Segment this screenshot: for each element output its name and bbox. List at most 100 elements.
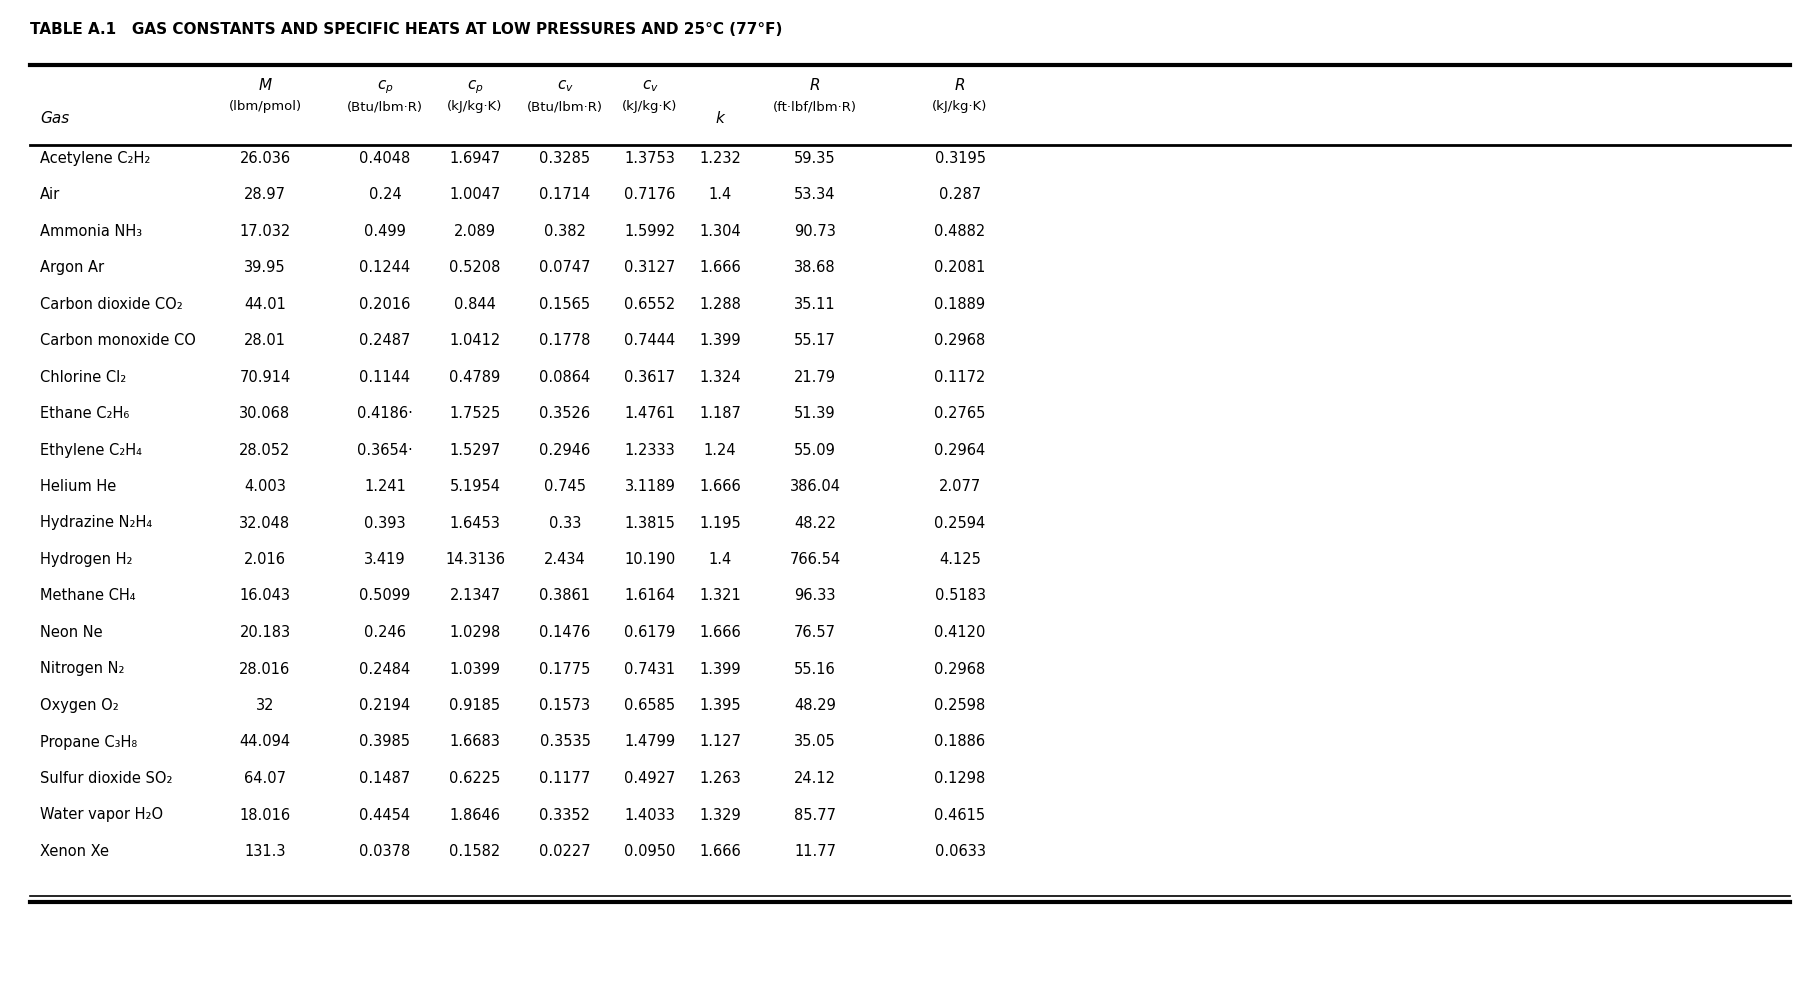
Text: 3.1189: 3.1189 [624,479,675,494]
Text: k: k [715,111,724,126]
Text: $c_p$: $c_p$ [377,78,393,96]
Text: 0.1582: 0.1582 [450,844,501,859]
Text: 0.3985: 0.3985 [360,735,411,749]
Text: 1.329: 1.329 [699,807,741,822]
Text: (kJ/kg·K): (kJ/kg·K) [622,100,677,113]
Text: 1.0399: 1.0399 [450,662,501,677]
Text: 0.1775: 0.1775 [539,662,592,677]
Text: M: M [258,78,271,93]
Text: Hydrogen H₂: Hydrogen H₂ [40,552,133,567]
Text: 0.9185: 0.9185 [450,698,501,713]
Text: 0.7431: 0.7431 [624,662,675,677]
Text: 0.1573: 0.1573 [539,698,590,713]
Text: 38.68: 38.68 [794,260,835,275]
Text: 44.094: 44.094 [240,735,291,749]
Text: 4.003: 4.003 [244,479,286,494]
Text: 0.1886: 0.1886 [934,735,986,749]
Text: Chlorine Cl₂: Chlorine Cl₂ [40,369,126,384]
Text: 59.35: 59.35 [794,151,835,166]
Text: 55.16: 55.16 [794,662,835,677]
Text: 1.666: 1.666 [699,625,741,640]
Text: 0.4186·: 0.4186· [357,406,413,421]
Text: 76.57: 76.57 [794,625,835,640]
Text: (ft·lbf/lbm·R): (ft·lbf/lbm·R) [774,100,857,113]
Text: 1.304: 1.304 [699,224,741,239]
Text: Carbon dioxide CO₂: Carbon dioxide CO₂ [40,296,182,311]
Text: 1.2333: 1.2333 [624,442,675,457]
Text: 0.5099: 0.5099 [359,589,411,604]
Text: 48.29: 48.29 [794,698,835,713]
Text: 55.09: 55.09 [794,442,835,457]
Text: 2.089: 2.089 [453,224,497,239]
Text: 0.5208: 0.5208 [450,260,501,275]
Text: 1.324: 1.324 [699,369,741,384]
Text: 0.4120: 0.4120 [934,625,986,640]
Text: 26.036: 26.036 [240,151,291,166]
Text: 1.24: 1.24 [704,442,737,457]
Text: 0.2598: 0.2598 [934,698,986,713]
Text: 1.3815: 1.3815 [624,516,675,531]
Text: 0.382: 0.382 [544,224,586,239]
Text: 1.127: 1.127 [699,735,741,749]
Text: (lbm/pmol): (lbm/pmol) [229,100,302,113]
Text: 0.0747: 0.0747 [539,260,592,275]
Text: 0.2081: 0.2081 [934,260,986,275]
Text: 11.77: 11.77 [794,844,835,859]
Text: 0.393: 0.393 [364,516,406,531]
Text: 0.24: 0.24 [369,187,402,202]
Text: 1.3753: 1.3753 [624,151,675,166]
Text: 0.3861: 0.3861 [539,589,590,604]
Text: Oxygen O₂: Oxygen O₂ [40,698,118,713]
Text: 0.0950: 0.0950 [624,844,675,859]
Text: 3.419: 3.419 [364,552,406,567]
Text: 0.0864: 0.0864 [539,369,592,384]
Text: 1.6453: 1.6453 [450,516,501,531]
Text: 28.016: 28.016 [240,662,291,677]
Text: 0.3127: 0.3127 [624,260,675,275]
Text: 1.4: 1.4 [708,187,732,202]
Text: 96.33: 96.33 [794,589,835,604]
Text: 0.2484: 0.2484 [359,662,411,677]
Text: 1.195: 1.195 [699,516,741,531]
Text: 70.914: 70.914 [240,369,291,384]
Text: 1.6947: 1.6947 [450,151,501,166]
Text: 131.3: 131.3 [244,844,286,859]
Text: 64.07: 64.07 [244,771,286,786]
Text: 0.1144: 0.1144 [359,369,411,384]
Text: 1.666: 1.666 [699,479,741,494]
Text: 90.73: 90.73 [794,224,835,239]
Text: 85.77: 85.77 [794,807,835,822]
Text: 30.068: 30.068 [240,406,291,421]
Text: 0.3352: 0.3352 [539,807,590,822]
Text: Acetylene C₂H₂: Acetylene C₂H₂ [40,151,151,166]
Text: 1.5297: 1.5297 [450,442,501,457]
Text: 48.22: 48.22 [794,516,835,531]
Text: 0.2487: 0.2487 [359,333,411,348]
Text: 10.190: 10.190 [624,552,675,567]
Text: 0.1476: 0.1476 [539,625,592,640]
Text: 24.12: 24.12 [794,771,835,786]
Text: (kJ/kg·K): (kJ/kg·K) [448,100,502,113]
Text: 0.1177: 0.1177 [539,771,592,786]
Text: 0.4927: 0.4927 [624,771,675,786]
Text: (Btu/lbm·R): (Btu/lbm·R) [528,100,602,113]
Text: 0.2194: 0.2194 [359,698,411,713]
Text: 0.7444: 0.7444 [624,333,675,348]
Text: 0.1298: 0.1298 [934,771,986,786]
Text: 28.97: 28.97 [244,187,286,202]
Text: 1.321: 1.321 [699,589,741,604]
Text: 0.3535: 0.3535 [539,735,590,749]
Text: 1.4: 1.4 [708,552,732,567]
Text: 0.3526: 0.3526 [539,406,590,421]
Text: Air: Air [40,187,60,202]
Text: 0.2946: 0.2946 [539,442,592,457]
Text: $c_v$: $c_v$ [642,78,659,94]
Text: 1.6164: 1.6164 [624,589,675,604]
Text: 35.11: 35.11 [794,296,835,311]
Text: 32: 32 [257,698,275,713]
Text: 0.745: 0.745 [544,479,586,494]
Text: 0.0227: 0.0227 [539,844,592,859]
Text: 0.1565: 0.1565 [539,296,590,311]
Text: Hydrazine N₂H₄: Hydrazine N₂H₄ [40,516,153,531]
Text: Carbon monoxide CO: Carbon monoxide CO [40,333,197,348]
